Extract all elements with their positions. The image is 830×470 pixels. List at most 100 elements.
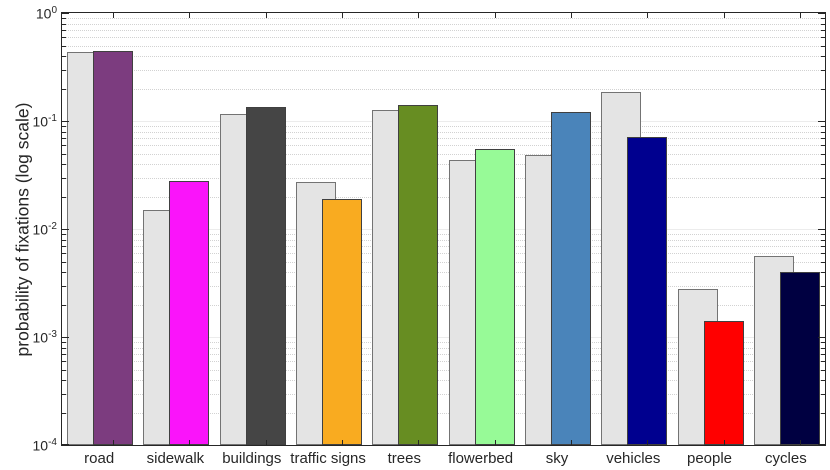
x-axis-tick: [723, 13, 725, 18]
bar-sky-colored: [550, 112, 591, 445]
x-axis-tick: [342, 440, 344, 445]
y-tick-label: 10-4: [32, 437, 57, 454]
y-axis-tick: [62, 177, 66, 179]
x-axis-tick: [723, 440, 725, 445]
x-axis-tick: [647, 13, 649, 18]
x-axis-tick: [799, 440, 801, 445]
y-axis-tick: [62, 380, 66, 381]
gridline-minor: [62, 164, 825, 165]
y-axis-tick: [62, 131, 66, 133]
y-axis-tick: [821, 233, 825, 235]
gridline-minor: [62, 347, 825, 349]
y-axis-tick: [818, 444, 825, 445]
y-axis-tick: [62, 56, 66, 57]
y-axis-tick: [821, 69, 825, 71]
gridline-minor: [62, 353, 825, 355]
y-axis-tick: [821, 153, 825, 155]
y-axis-tick: [62, 233, 66, 235]
y-axis-tick: [62, 69, 66, 71]
gridline-minor: [62, 245, 825, 247]
y-axis-tick: [62, 239, 66, 241]
y-axis-tick: [821, 272, 825, 273]
y-axis-tick: [821, 380, 825, 381]
y-axis-tick: [821, 45, 825, 47]
x-axis-tick: [265, 440, 267, 445]
y-axis-tick: [62, 45, 66, 47]
y-axis-tick: [818, 229, 825, 230]
y-axis-tick: [62, 229, 69, 230]
bar-trees-colored: [398, 105, 439, 445]
x-axis-tick: [494, 13, 496, 18]
bar-people-colored: [703, 321, 744, 445]
y-axis-tick: [62, 393, 66, 395]
gridline-minor: [62, 145, 825, 146]
y-axis-tick: [62, 369, 66, 371]
y-axis-tick: [821, 145, 825, 146]
y-axis-tick: [821, 164, 825, 165]
y-axis-tick: [62, 261, 66, 263]
bar-road-colored: [93, 50, 134, 445]
y-tick-label: 10-3: [32, 329, 57, 346]
y-axis-tick: [821, 304, 825, 306]
x-tick-label-buildings: buildings: [222, 450, 282, 467]
gridline-minor: [62, 125, 825, 127]
y-axis-label: probability of fixations (log scale): [12, 102, 33, 357]
y-axis-tick: [62, 121, 69, 122]
bar-sidewalk-colored: [169, 180, 210, 445]
gridline-minor: [62, 17, 825, 19]
y-axis-tick: [62, 137, 66, 139]
gridline-minor: [62, 285, 825, 287]
y-axis-tick: [821, 137, 825, 139]
gridline-minor: [62, 29, 825, 31]
x-axis-tick: [418, 13, 420, 18]
y-axis-tick: [821, 253, 825, 254]
y-axis-tick: [821, 393, 825, 395]
gridline-minor: [62, 88, 825, 90]
y-axis-tick: [62, 285, 66, 287]
gridline-minor: [62, 261, 825, 263]
x-axis-tick: [570, 13, 572, 18]
x-tick-label-flowerbed: flowerbed: [448, 450, 514, 467]
y-axis-tick: [821, 369, 825, 371]
y-axis-tick: [62, 23, 66, 25]
x-tick-label-traffic-signs: traffic signs: [290, 450, 366, 467]
y-axis-tick: [62, 304, 66, 306]
y-axis-tick: [62, 412, 66, 414]
y-tick-label: 10-2: [32, 221, 57, 238]
y-axis-tick: [821, 23, 825, 25]
y-axis-tick: [821, 239, 825, 241]
y-axis-tick: [821, 37, 825, 38]
y-axis-tick: [62, 153, 66, 155]
x-tick-label-people: people: [686, 450, 733, 467]
x-tick-label-sky: sky: [545, 450, 569, 467]
x-tick-label-road: road: [84, 450, 115, 467]
gridline-minor: [62, 37, 825, 38]
gridline-minor: [62, 45, 825, 47]
gridline-major: [62, 337, 825, 338]
gridline-minor: [62, 380, 825, 381]
y-axis-tick: [821, 177, 825, 179]
y-axis-tick: [821, 285, 825, 287]
x-axis-tick: [647, 440, 649, 445]
y-axis-tick: [821, 341, 825, 343]
gridline-minor: [62, 131, 825, 133]
bar-flowerbed-colored: [474, 149, 515, 445]
x-axis-tick: [418, 440, 420, 445]
y-axis-tick: [818, 121, 825, 122]
y-axis-tick: [62, 347, 66, 349]
y-axis-tick: [62, 341, 66, 343]
gridline-minor: [62, 341, 825, 343]
y-axis-tick: [821, 347, 825, 349]
x-tick-label-sidewalk: sidewalk: [146, 450, 205, 467]
gridline-minor: [62, 239, 825, 241]
gridline-minor: [62, 137, 825, 139]
y-axis-tick: [821, 56, 825, 57]
y-axis-tick: [821, 353, 825, 355]
x-axis-tick: [189, 440, 191, 445]
x-axis-tick: [494, 440, 496, 445]
y-axis-tick: [821, 196, 825, 198]
y-axis-tick: [62, 125, 66, 127]
x-axis-tick: [265, 13, 267, 18]
gridline-minor: [62, 233, 825, 235]
